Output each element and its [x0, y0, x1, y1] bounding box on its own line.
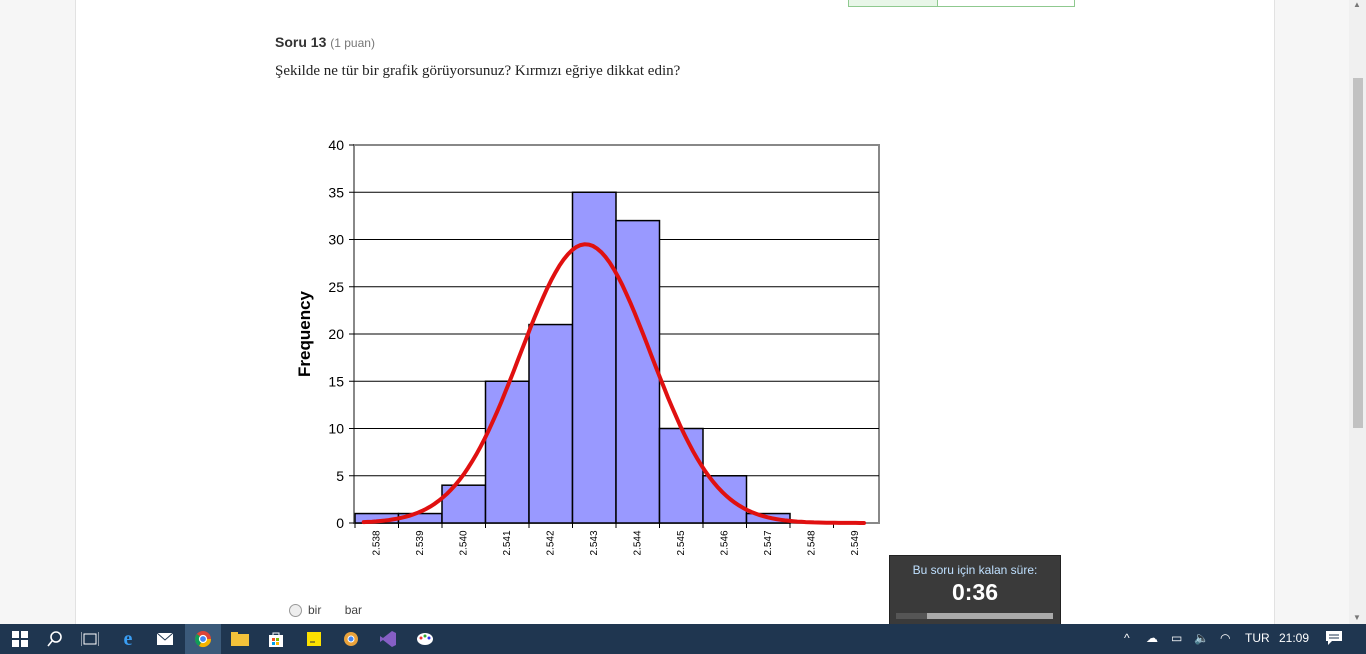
volume-icon[interactable]: 🔈	[1194, 631, 1209, 645]
language-indicator[interactable]: TUR	[1245, 631, 1270, 645]
answered-indicator	[849, 0, 938, 6]
page-scrollbar[interactable]: ▲ ▼	[1349, 0, 1366, 624]
edge-browser-icon[interactable]: e	[123, 627, 133, 650]
histogram-bar	[571, 191, 617, 524]
mail-icon[interactable]	[153, 627, 177, 651]
x-tick-label: 2.541	[502, 530, 513, 555]
x-tick-label: 2.548	[806, 530, 817, 555]
windows-start-icon[interactable]	[8, 627, 32, 651]
paint-icon[interactable]	[413, 627, 437, 651]
question-header: Soru 13 (1 puan)	[275, 34, 375, 50]
x-tick-label: 2.544	[632, 530, 643, 555]
scrollbar-thumb[interactable]	[1353, 78, 1363, 428]
y-tick-label: 10	[328, 421, 344, 437]
search-icon[interactable]	[43, 627, 67, 651]
timer-label: Bu soru için kalan süre:	[912, 563, 1038, 577]
option-label-2: bar	[344, 603, 363, 617]
option-label: bir	[308, 603, 322, 617]
y-tick-label: 0	[336, 515, 344, 531]
normal-distribution-curve	[361, 242, 866, 525]
histogram-bar	[528, 323, 574, 524]
question-navigation-box	[848, 0, 1075, 7]
histogram-bar	[615, 219, 661, 524]
clock[interactable]: 21:09	[1279, 631, 1310, 645]
histogram-chart: 0 5 10 15 20 25 30 35 40 2.538 2.539 2.540 2.541 2.54…	[295, 137, 880, 556]
battery-icon[interactable]: ▭	[1171, 631, 1183, 645]
histogram-bar	[702, 475, 748, 524]
x-tick-label: 2.540	[458, 530, 469, 555]
visual-studio-icon[interactable]	[376, 627, 400, 651]
y-tick-label: 30	[328, 232, 344, 248]
histogram-bar	[484, 380, 530, 524]
store-icon[interactable]	[264, 627, 288, 651]
chrome-icon[interactable]	[185, 624, 221, 654]
x-tick-label: 2.543	[589, 530, 600, 555]
chrome-canary-icon[interactable]	[339, 627, 363, 651]
chevron-up-icon[interactable]: ^	[1124, 631, 1130, 645]
notifications-icon[interactable]	[1326, 631, 1342, 648]
windows-taskbar: e ^ ☁ ▭ 🔈 ◠ TUR 21:09	[0, 624, 1366, 654]
question-points: (1 puan)	[330, 36, 375, 50]
radio-button[interactable]	[289, 604, 302, 618]
x-tick-label: 2.542	[545, 530, 556, 555]
file-explorer-icon[interactable]	[228, 627, 252, 651]
x-tick-label: 2.549	[850, 530, 861, 555]
x-tick-label: 2.539	[415, 530, 426, 555]
task-view-icon[interactable]	[78, 627, 102, 651]
y-tick-label: 35	[328, 184, 344, 200]
timer-progress-bar	[896, 613, 1053, 619]
y-tick-label: 40	[328, 137, 344, 153]
x-tick-label: 2.545	[676, 530, 687, 555]
y-tick-label: 5	[336, 468, 344, 484]
timer-panel: Bu soru için kalan süre: 0:36	[889, 555, 1061, 626]
scroll-up-icon[interactable]: ▲	[1353, 0, 1361, 9]
y-axis-label: Frequency	[295, 290, 314, 377]
histogram-bar	[658, 427, 704, 524]
y-tick-label: 25	[328, 279, 344, 295]
question-number: Soru 13	[275, 34, 327, 50]
question-text: Şekilde ne tür bir grafik görüyorsunuz? …	[275, 63, 681, 79]
timer-value: 0:36	[951, 579, 999, 605]
page-background: Soru 13 (1 puan) Şekilde ne tür bir graf…	[75, 0, 1366, 626]
answer-option[interactable]: bir bar	[289, 603, 363, 618]
timer-progress-fill	[896, 613, 928, 619]
cloud-icon[interactable]: ☁	[1146, 631, 1158, 645]
x-tick-label: 2.546	[719, 530, 730, 555]
x-tick-label: 2.547	[763, 530, 774, 555]
y-tick-label: 15	[328, 373, 344, 389]
y-tick-label: 20	[328, 326, 344, 342]
scroll-down-icon[interactable]: ▼	[1353, 613, 1361, 622]
wifi-icon[interactable]: ◠	[1220, 631, 1231, 645]
sticky-notes-icon[interactable]	[302, 627, 326, 651]
x-tick-label: 2.538	[371, 530, 382, 555]
